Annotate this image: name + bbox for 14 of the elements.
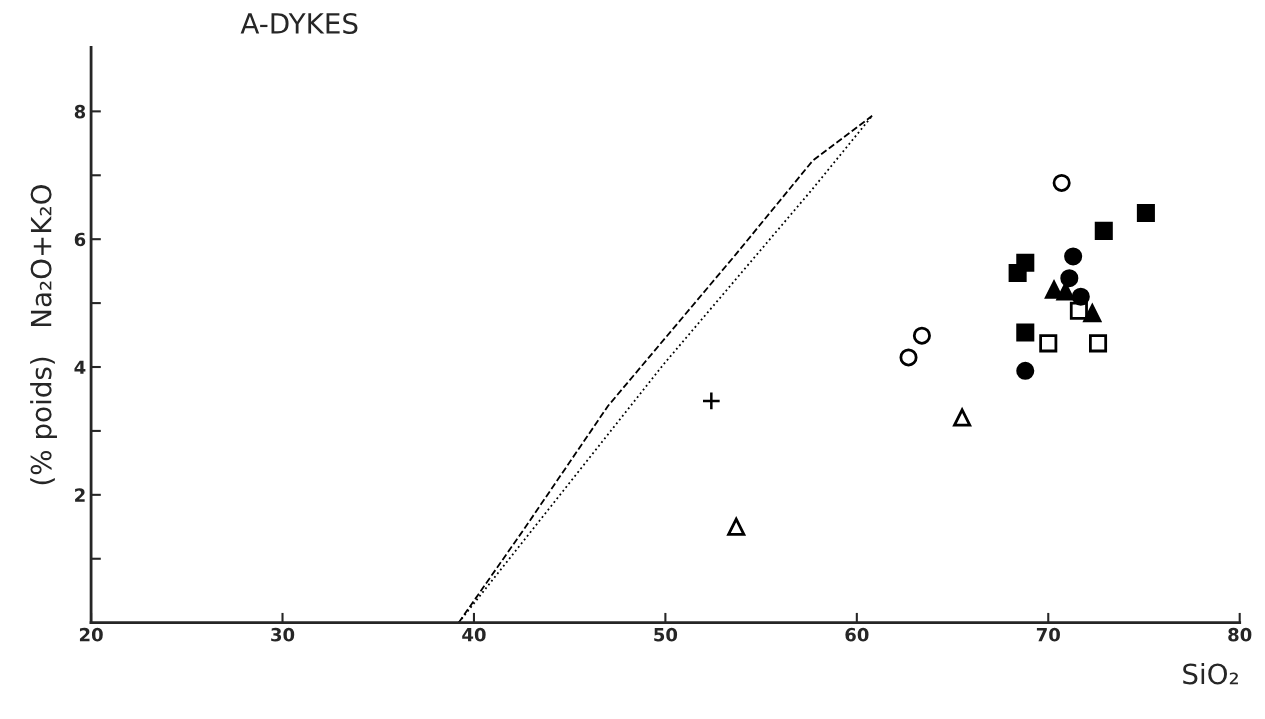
y-tick-label: 2: [75, 488, 85, 502]
x-tick-label: 40: [462, 627, 486, 642]
y-tick-label: 4: [74, 360, 86, 374]
x-tick-label: 20: [79, 627, 103, 642]
x-axis-title: SiO₂: [1183, 662, 1238, 685]
x-tick-label: 50: [654, 627, 678, 642]
chart-title: A-DYKES: [240, 12, 358, 34]
y-axis-title: (% poids) Na₂O+K₂O: [30, 185, 57, 485]
y-tick-label: 8: [74, 104, 86, 119]
y-tick-label: 6: [74, 232, 86, 247]
x-tick-label: 60: [845, 627, 869, 642]
x-tick-label: 30: [271, 627, 295, 642]
x-tick-label: 70: [1036, 627, 1060, 642]
x-tick-label: 80: [1228, 627, 1252, 642]
